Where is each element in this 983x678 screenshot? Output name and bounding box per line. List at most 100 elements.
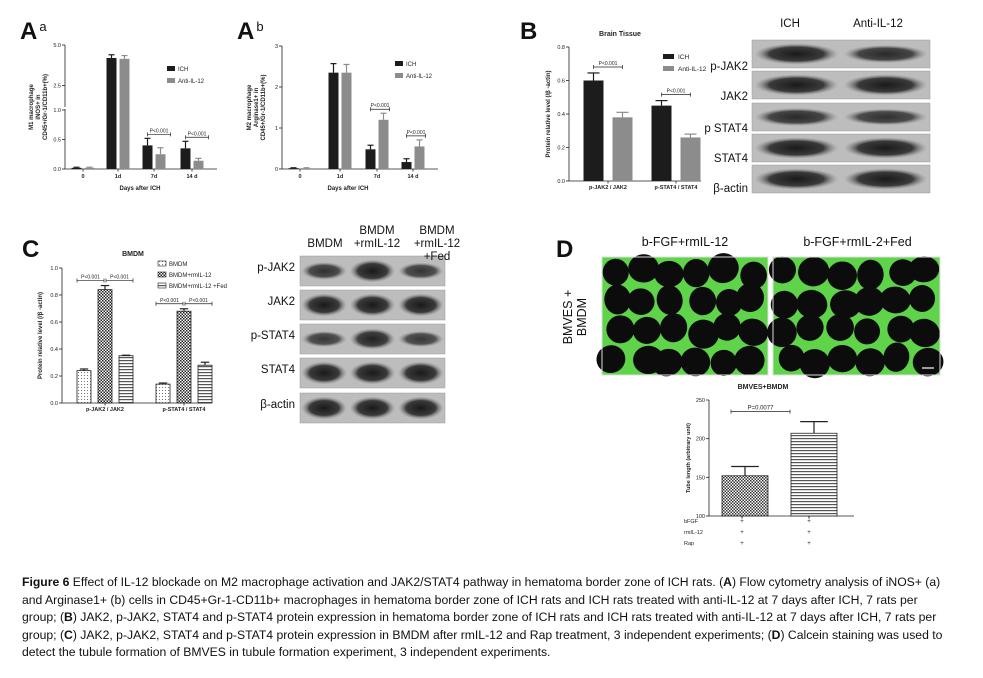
y-tick-label: 1.0	[53, 108, 61, 114]
legend-swatch	[395, 61, 403, 66]
cell-void	[857, 259, 884, 290]
panel-letter: A	[20, 18, 38, 45]
cell-void	[596, 345, 626, 374]
cell-void	[656, 285, 683, 315]
legend-label: BMDM	[169, 262, 187, 268]
cell-void	[689, 286, 717, 316]
micrograph-rmIL-12	[596, 253, 769, 377]
cell-void	[827, 344, 858, 373]
protein-band	[754, 107, 839, 127]
cell-void	[908, 256, 940, 283]
caption-bold-text: A	[723, 575, 732, 589]
cell-void	[740, 261, 767, 290]
bar	[341, 72, 352, 169]
blot-row-label: STAT4	[260, 364, 295, 376]
y-tick-label: 2	[275, 85, 278, 91]
blot-row-label: p-STAT4	[250, 330, 295, 342]
p-value-label: P<0.001	[81, 275, 100, 281]
legend-label: Anti-IL-12	[678, 66, 707, 73]
bar	[155, 383, 171, 404]
protein-band	[349, 259, 396, 283]
bar	[378, 119, 389, 169]
cell-void	[798, 256, 830, 287]
cell-void	[854, 318, 880, 345]
cell-void	[799, 349, 830, 379]
western-blot-B-image	[751, 39, 931, 194]
legend-swatch	[395, 73, 403, 78]
caption-text: group; (	[22, 610, 65, 625]
micrograph-header: b-FGF+rmIL-12	[641, 235, 729, 249]
y-tick-label: 250	[696, 398, 705, 404]
protein-band	[301, 330, 347, 348]
western-blot-C-image	[299, 255, 446, 424]
y-tick-label: 0.4	[50, 347, 58, 353]
cell-void	[628, 254, 659, 283]
cell-void	[796, 289, 828, 319]
protein-band	[398, 293, 444, 317]
bar	[193, 160, 204, 169]
bar	[84, 167, 95, 169]
y-tick-label: 0.0	[50, 401, 58, 407]
blot-header: Anti-IL-12	[853, 18, 903, 30]
cell-void	[912, 347, 944, 377]
p-value-label: P<0.001	[110, 275, 129, 281]
chart-Ab: 0 1 2 3 M2 macrophage Arginase1+ in CD45+/Gr-1…	[247, 44, 438, 192]
x-tick-label: p-JAK2 / JAK2	[86, 407, 124, 413]
y-axis-label: CD45+/Gr-1/CD11b+(%)	[261, 74, 267, 140]
cell-void	[682, 259, 710, 288]
cell-void	[909, 318, 940, 348]
cell-void	[707, 253, 739, 284]
cell-void	[767, 317, 797, 348]
bar	[651, 105, 672, 181]
caption-line: and Arginase1+ (b) cells in CD45+Gr-1-CD…	[22, 592, 967, 610]
caption-text: ) JAK2, p-JAK2, STAT4 and p-STAT4 protei…	[72, 627, 772, 642]
treatment-mark: +	[807, 541, 811, 547]
bar	[721, 475, 769, 517]
y-tick-label: 0.0	[53, 167, 61, 173]
micrograph-border	[601, 256, 769, 376]
blot-header: BMDM	[307, 238, 343, 250]
p-value-label: P<0.001	[188, 131, 207, 137]
bar	[680, 137, 701, 181]
p-value-label: P=0.0077	[748, 406, 775, 412]
caption-text: Effect of IL-12 blockade on M2 macrophag…	[69, 575, 724, 589]
caption-line: Figure 6 Effect of IL-12 blockade on M2 …	[22, 574, 967, 592]
x-tick-label: p-STAT4 / STAT4	[163, 407, 207, 413]
cell-void	[604, 284, 631, 315]
figure-caption: Figure 6 Effect of IL-12 blockade on M2 …	[22, 574, 967, 662]
blot-row-label: p-JAK2	[710, 61, 748, 73]
cell-void	[736, 283, 765, 312]
chart-C: 0.0 0.2 0.4 0.6 0.8 1.0 Protein relative level…	[38, 251, 227, 413]
p-value-label: P<0.001	[599, 61, 618, 67]
chart-B: 0.0 0.2 0.4 0.6 0.8 Protein relative level (/…	[546, 31, 707, 191]
cell-void	[627, 288, 655, 315]
bar	[401, 162, 412, 169]
cell-void	[854, 286, 885, 316]
chart-title: BMDM	[122, 251, 144, 258]
y-axis-label: iNOS+ in	[36, 94, 42, 120]
p-value-label: P<0.001	[667, 89, 686, 95]
treatment-label: rmIL-12	[684, 530, 703, 536]
cell-void	[778, 344, 805, 372]
cell-void	[909, 285, 936, 312]
treatment-label: bFGF	[684, 519, 699, 525]
protein-band	[843, 168, 928, 190]
bar	[119, 58, 130, 169]
bar	[118, 355, 134, 404]
micrograph-side-label: BMVES + BMDM	[561, 289, 589, 345]
bar	[180, 148, 191, 169]
cell-void	[738, 318, 768, 346]
y-axis-label: Tube length (arbitrary unit)	[686, 423, 692, 493]
blot-header: BMDM +rmIL-12 +Fed	[413, 225, 461, 263]
protein-band	[398, 396, 444, 420]
y-tick-label: 100	[696, 514, 705, 520]
p-value-label: P<0.001	[371, 103, 390, 109]
legend-label: BMDM+rmIL-12 +Fed	[169, 284, 227, 290]
bar	[76, 370, 92, 404]
p-value-label: P<0.001	[160, 298, 179, 304]
cell-void	[710, 349, 738, 376]
cell-void	[715, 289, 743, 316]
bar	[790, 432, 838, 517]
protein-band	[301, 262, 347, 280]
x-axis-label: Days after ICH	[327, 186, 368, 192]
